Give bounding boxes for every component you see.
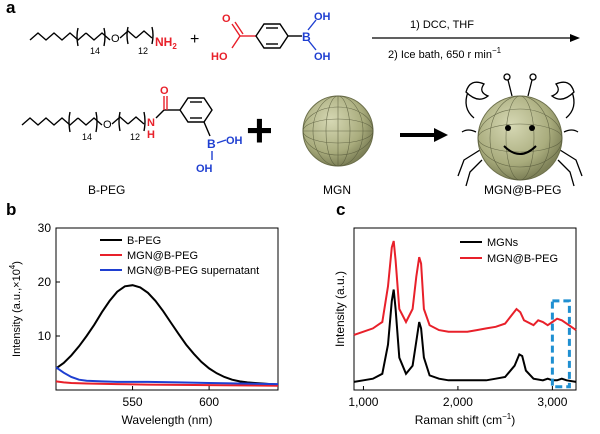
acid-oh1: OH: [314, 11, 331, 23]
x-tick-label-c-1: 2,000: [443, 395, 473, 409]
panel-c-chart: 1,000 2,000 3,000 Raman shift (cm−1) Intensi…: [333, 227, 577, 427]
mgn-sphere: [302, 95, 374, 167]
series-line-b-1: [55, 380, 279, 387]
label-mgn: MGN: [323, 183, 351, 197]
x-axis-label-b: Wavelength (nm): [122, 413, 213, 427]
legend-label-b-2: MGN@B-PEG supernatant: [127, 265, 259, 277]
panel-b-chart: 550 600 10 20 30 Wavelength (nm) Intensity (a.…: [8, 221, 279, 427]
bpeg-oh2: OH: [196, 163, 213, 175]
y-tick-label-b-1: 20: [38, 275, 52, 289]
legend-label-b-1: MGN@B-PEG: [127, 250, 198, 262]
plus-large: +: [246, 104, 273, 156]
y-axis-label-c: Intensity (a.u.): [333, 271, 347, 347]
condition-step1: 1) DCC, THF: [410, 19, 474, 31]
peg-sub14: 14: [90, 46, 100, 56]
bpeg-b: B: [207, 137, 216, 151]
panel-a-letter: a: [6, 0, 16, 17]
x-tick-label-c-0: 1,000: [348, 395, 378, 409]
peg-nh2: NH2: [155, 35, 177, 51]
bpeg-h: H: [147, 129, 155, 141]
acid-b: B: [302, 30, 311, 44]
x-axis-label-c: Raman shift (cm−1): [415, 412, 515, 427]
plot-frame-c: [353, 227, 577, 391]
y-axis-label-b: Intensity (a.u.,×104): [8, 261, 23, 357]
boronic-acid-reagent: [231, 19, 317, 51]
panel-b-letter: b: [6, 200, 17, 219]
acid-oh2: OH: [314, 51, 331, 63]
x-tick-label-b-1: 600: [199, 395, 219, 409]
legend-label-c-1: MGN@B-PEG: [487, 253, 558, 265]
series-line-c-1: [353, 240, 577, 336]
series-line-c-0: [353, 289, 577, 383]
acid-ho: HO: [211, 51, 228, 63]
crab-body-sphere: [477, 95, 563, 181]
highlight-box-c: [550, 299, 571, 389]
legend-label-c-0: MGNs: [487, 237, 519, 249]
bpeg-n: N: [147, 117, 155, 129]
panel-a-scheme: 14 O 12 NH2 + O HO B OH OH 1) DCC, THF 2…: [21, 11, 583, 197]
bpeg-sub12: 12: [130, 132, 140, 142]
x-tick-label-b-0: 550: [123, 395, 143, 409]
plus-small: +: [190, 31, 199, 48]
label-bpeg: B-PEG: [88, 183, 125, 197]
label-composite: MGN@B-PEG: [484, 183, 562, 197]
y-tick-label-b-0: 10: [38, 329, 52, 343]
x-tick-label-c-2: 3,000: [537, 395, 567, 409]
plot-frame-b: [55, 227, 279, 391]
acid-o: O: [222, 13, 231, 25]
peg-oxygen: O: [111, 33, 120, 45]
bpeg-oxygen: O: [103, 119, 112, 131]
panel-c-letter: c: [336, 200, 346, 219]
reaction-arrowhead: [570, 34, 580, 42]
legend-label-b-0: B-PEG: [127, 235, 161, 247]
mgn-bpeg-crab: [457, 73, 583, 187]
peg-amine-reagent: [29, 26, 154, 47]
condition-step2: 2) Ice bath, 650 r min−1: [388, 46, 502, 61]
bpeg-oh1: OH: [226, 135, 243, 147]
bpeg-carbonyl-o: O: [160, 85, 169, 97]
series-line-b-0: [55, 284, 279, 386]
series-line-b-2: [55, 366, 279, 386]
assembly-arrowhead: [434, 128, 448, 142]
bpeg-boh-bond1: [216, 139, 227, 144]
bpeg-sub14: 14: [82, 132, 92, 142]
peg-sub12: 12: [138, 46, 148, 56]
bpeg-product-structure: [21, 97, 213, 137]
y-tick-label-b-2: 30: [38, 221, 52, 235]
